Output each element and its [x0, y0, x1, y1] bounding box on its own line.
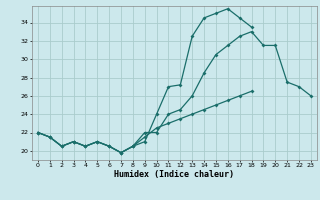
X-axis label: Humidex (Indice chaleur): Humidex (Indice chaleur)	[115, 170, 234, 179]
